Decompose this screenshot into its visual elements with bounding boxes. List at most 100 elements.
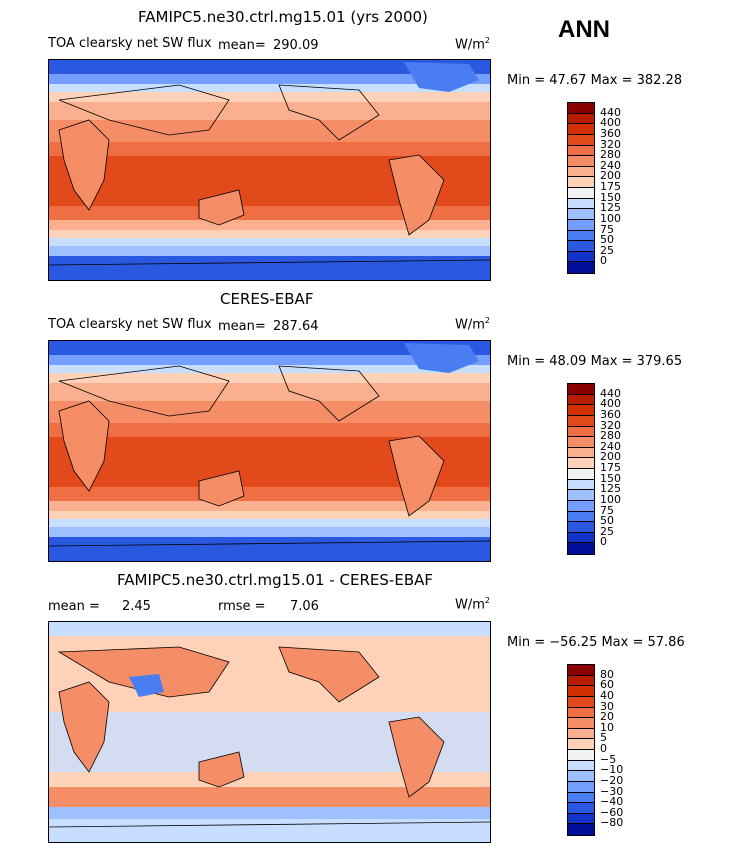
colorbar-swatch — [568, 124, 594, 135]
colorbar-tick-label: 200 — [600, 450, 621, 464]
colorbar-swatch — [568, 824, 594, 835]
colorbar-swatch — [568, 262, 594, 273]
colorbar-tick-label: 60 — [600, 678, 614, 692]
colorbar-tick-label: 280 — [600, 148, 621, 162]
panel3-units: W/m2 — [455, 596, 490, 612]
colorbar-tick-label: 200 — [600, 169, 621, 183]
colorbar-tick-label: 125 — [600, 482, 621, 496]
panel2-units-text: W/m — [455, 317, 485, 333]
colorbar-swatch — [568, 134, 594, 146]
colorbar-swatch — [568, 177, 594, 188]
colorbar-swatch — [568, 500, 594, 512]
colorbar-swatch — [568, 437, 594, 448]
panel3-mean-value: 2.45 — [122, 599, 151, 614]
colorbar-tick-label: 125 — [600, 201, 621, 215]
panel3-map-field — [49, 622, 490, 842]
colorbar-swatch — [568, 718, 594, 729]
colorbar-tick-label: 40 — [600, 688, 614, 702]
colorbar-tick-label: −60 — [600, 805, 624, 819]
colorbar-swatch — [568, 760, 594, 772]
colorbar-swatch — [568, 251, 594, 263]
colorbar-tick-label: 440 — [600, 386, 621, 400]
panel1-units-text: W/m — [455, 37, 485, 53]
colorbar-tick-label: 50 — [600, 514, 614, 528]
panel3-title: FAMIPC5.ne30.ctrl.mg15.01 - CERES-EBAF — [117, 571, 433, 589]
colorbar-swatch — [568, 813, 594, 825]
panel2-units: W/m2 — [455, 316, 490, 332]
panel1-title: FAMIPC5.ne30.ctrl.mg15.01 (yrs 2000) — [138, 8, 428, 26]
colorbar-tick-label: 20 — [600, 710, 614, 724]
colorbar-swatch — [568, 728, 594, 740]
panel3-colorbar — [567, 664, 595, 836]
colorbar-tick-label: 320 — [600, 137, 621, 151]
colorbar-tick-label: −5 — [600, 752, 617, 766]
panel1-map-field — [49, 60, 490, 280]
colorbar-swatch — [568, 686, 594, 697]
colorbar-tick-label: 10 — [600, 720, 614, 734]
colorbar-swatch — [568, 458, 594, 469]
colorbar-tick-label: 0 — [600, 254, 607, 268]
colorbar-swatch — [568, 781, 594, 793]
panel1-colorbar — [567, 102, 595, 274]
colorbar-swatch — [568, 511, 594, 523]
colorbar-swatch — [568, 739, 594, 750]
colorbar-swatch — [568, 145, 594, 157]
colorbar-swatch — [568, 103, 594, 114]
colorbar-tick-label: 240 — [600, 439, 621, 453]
colorbar-swatch — [568, 113, 594, 125]
colorbar-swatch — [568, 209, 594, 220]
colorbar-tick-label: 240 — [600, 158, 621, 172]
colorbar-tick-label: 80 — [600, 667, 614, 681]
panel1-units-sup: 2 — [484, 36, 490, 45]
colorbar-swatch — [568, 426, 594, 438]
colorbar-swatch — [568, 532, 594, 544]
colorbar-tick-label: 440 — [600, 105, 621, 119]
panel2-mean-label: mean= — [218, 319, 266, 334]
panel1-minmax: Min = 47.67 Max = 382.28 — [507, 73, 683, 88]
colorbar-tick-label: 5 — [600, 731, 607, 745]
panel2-colorbar — [567, 383, 595, 555]
colorbar-tick-label: −20 — [600, 773, 624, 787]
panel2-variable-label: TOA clearsky net SW flux — [48, 317, 212, 332]
panel1-map — [48, 59, 491, 281]
colorbar-swatch — [568, 792, 594, 804]
colorbar-swatch — [568, 490, 594, 501]
colorbar-swatch — [568, 696, 594, 708]
season-label: ANN — [558, 16, 610, 43]
colorbar-tick-label: 175 — [600, 180, 621, 193]
colorbar-swatch — [568, 188, 594, 199]
colorbar-tick-label: −40 — [600, 795, 624, 809]
colorbar-tick-label: 360 — [600, 407, 621, 421]
colorbar-swatch — [568, 707, 594, 719]
colorbar-tick-label: 0 — [600, 742, 607, 755]
panel2-map — [48, 340, 491, 562]
colorbar-swatch — [568, 479, 594, 491]
colorbar-tick-label: 360 — [600, 126, 621, 140]
colorbar-tick-label: 150 — [600, 190, 621, 204]
colorbar-tick-label: −30 — [600, 784, 624, 798]
colorbar-tick-label: −80 — [600, 816, 624, 830]
panel3-units-text: W/m — [455, 597, 485, 613]
colorbar-tick-label: 100 — [600, 211, 621, 225]
panel1-variable-label: TOA clearsky net SW flux — [48, 36, 212, 51]
colorbar-swatch — [568, 405, 594, 416]
panel2-map-field — [49, 341, 490, 561]
colorbar-tick-label: 175 — [600, 461, 621, 474]
colorbar-tick-label: 25 — [600, 524, 614, 538]
colorbar-swatch — [568, 394, 594, 406]
colorbar-swatch — [568, 803, 594, 814]
colorbar-swatch — [568, 543, 594, 554]
colorbar-swatch — [568, 166, 594, 178]
panel3-rmse-value: 7.06 — [290, 599, 319, 614]
colorbar-swatch — [568, 750, 594, 761]
panel1-mean-value: 290.09 — [273, 38, 319, 53]
panel3-mean-label: mean = — [48, 599, 100, 614]
colorbar-swatch — [568, 198, 594, 210]
panel3-map — [48, 621, 491, 843]
colorbar-swatch — [568, 469, 594, 480]
panel2-units-sup: 2 — [484, 316, 490, 325]
panel2-title: CERES-EBAF — [220, 290, 314, 308]
colorbar-swatch — [568, 447, 594, 459]
colorbar-swatch — [568, 219, 594, 231]
colorbar-tick-label: 25 — [600, 243, 614, 257]
